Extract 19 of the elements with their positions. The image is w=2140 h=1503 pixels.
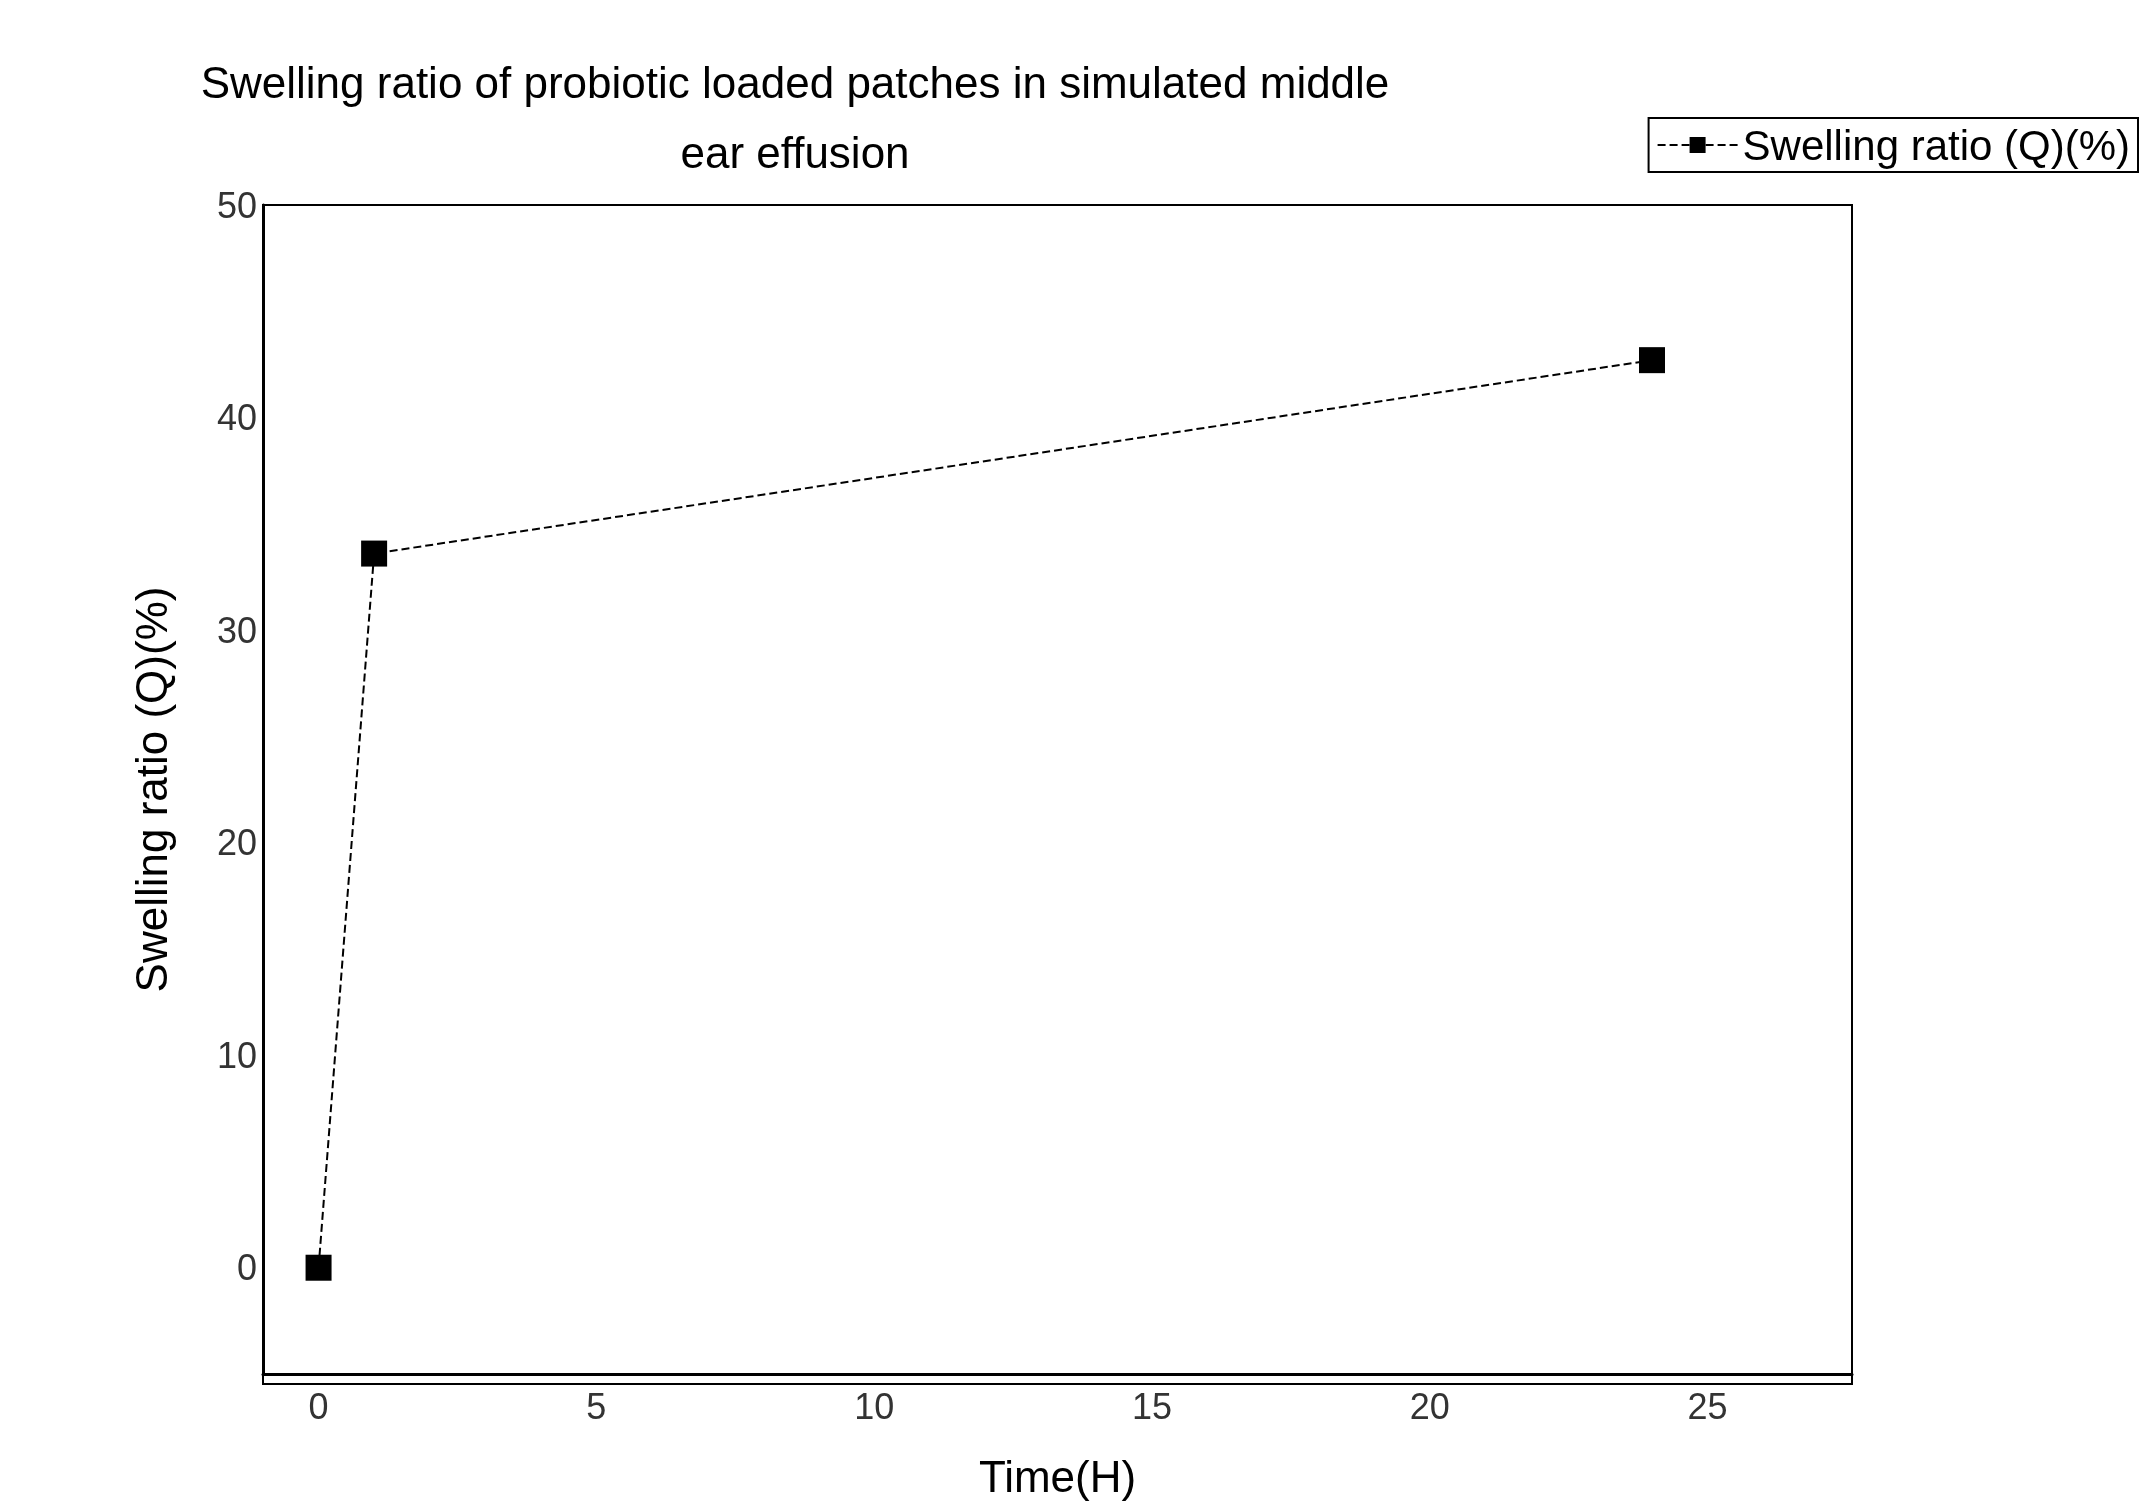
point (361, 540, 388, 567)
x-tick-label: 10 (854, 1385, 895, 1427)
y-tick-label: 20 (216, 822, 257, 864)
y-tick-label: 0 (236, 1247, 257, 1289)
y-tick-label: 40 (216, 397, 257, 439)
y-axis-title: Swelling ratio (Q)(%) (126, 586, 176, 993)
x-tick-label: 15 (1131, 1385, 1172, 1427)
point (1638, 347, 1665, 374)
y-tick-label: 50 (216, 184, 257, 226)
point (305, 1254, 332, 1281)
x-axis-title: Time(H) (978, 1451, 1137, 1501)
legend-label: Swelling ratio (Q)(%) (1742, 121, 2131, 169)
x-tick-label: 20 (1409, 1385, 1450, 1427)
x-tick-label: 25 (1687, 1385, 1728, 1427)
y-tick-label: 10 (216, 1034, 257, 1076)
y-tick-label: 30 (216, 609, 257, 651)
x-tick-label: 5 (586, 1385, 607, 1427)
chart-title: Swelling ratio of probiotic loaded patches in simulated middle ear effusion (200, 57, 1390, 177)
x-tick-label: 0 (308, 1385, 329, 1427)
